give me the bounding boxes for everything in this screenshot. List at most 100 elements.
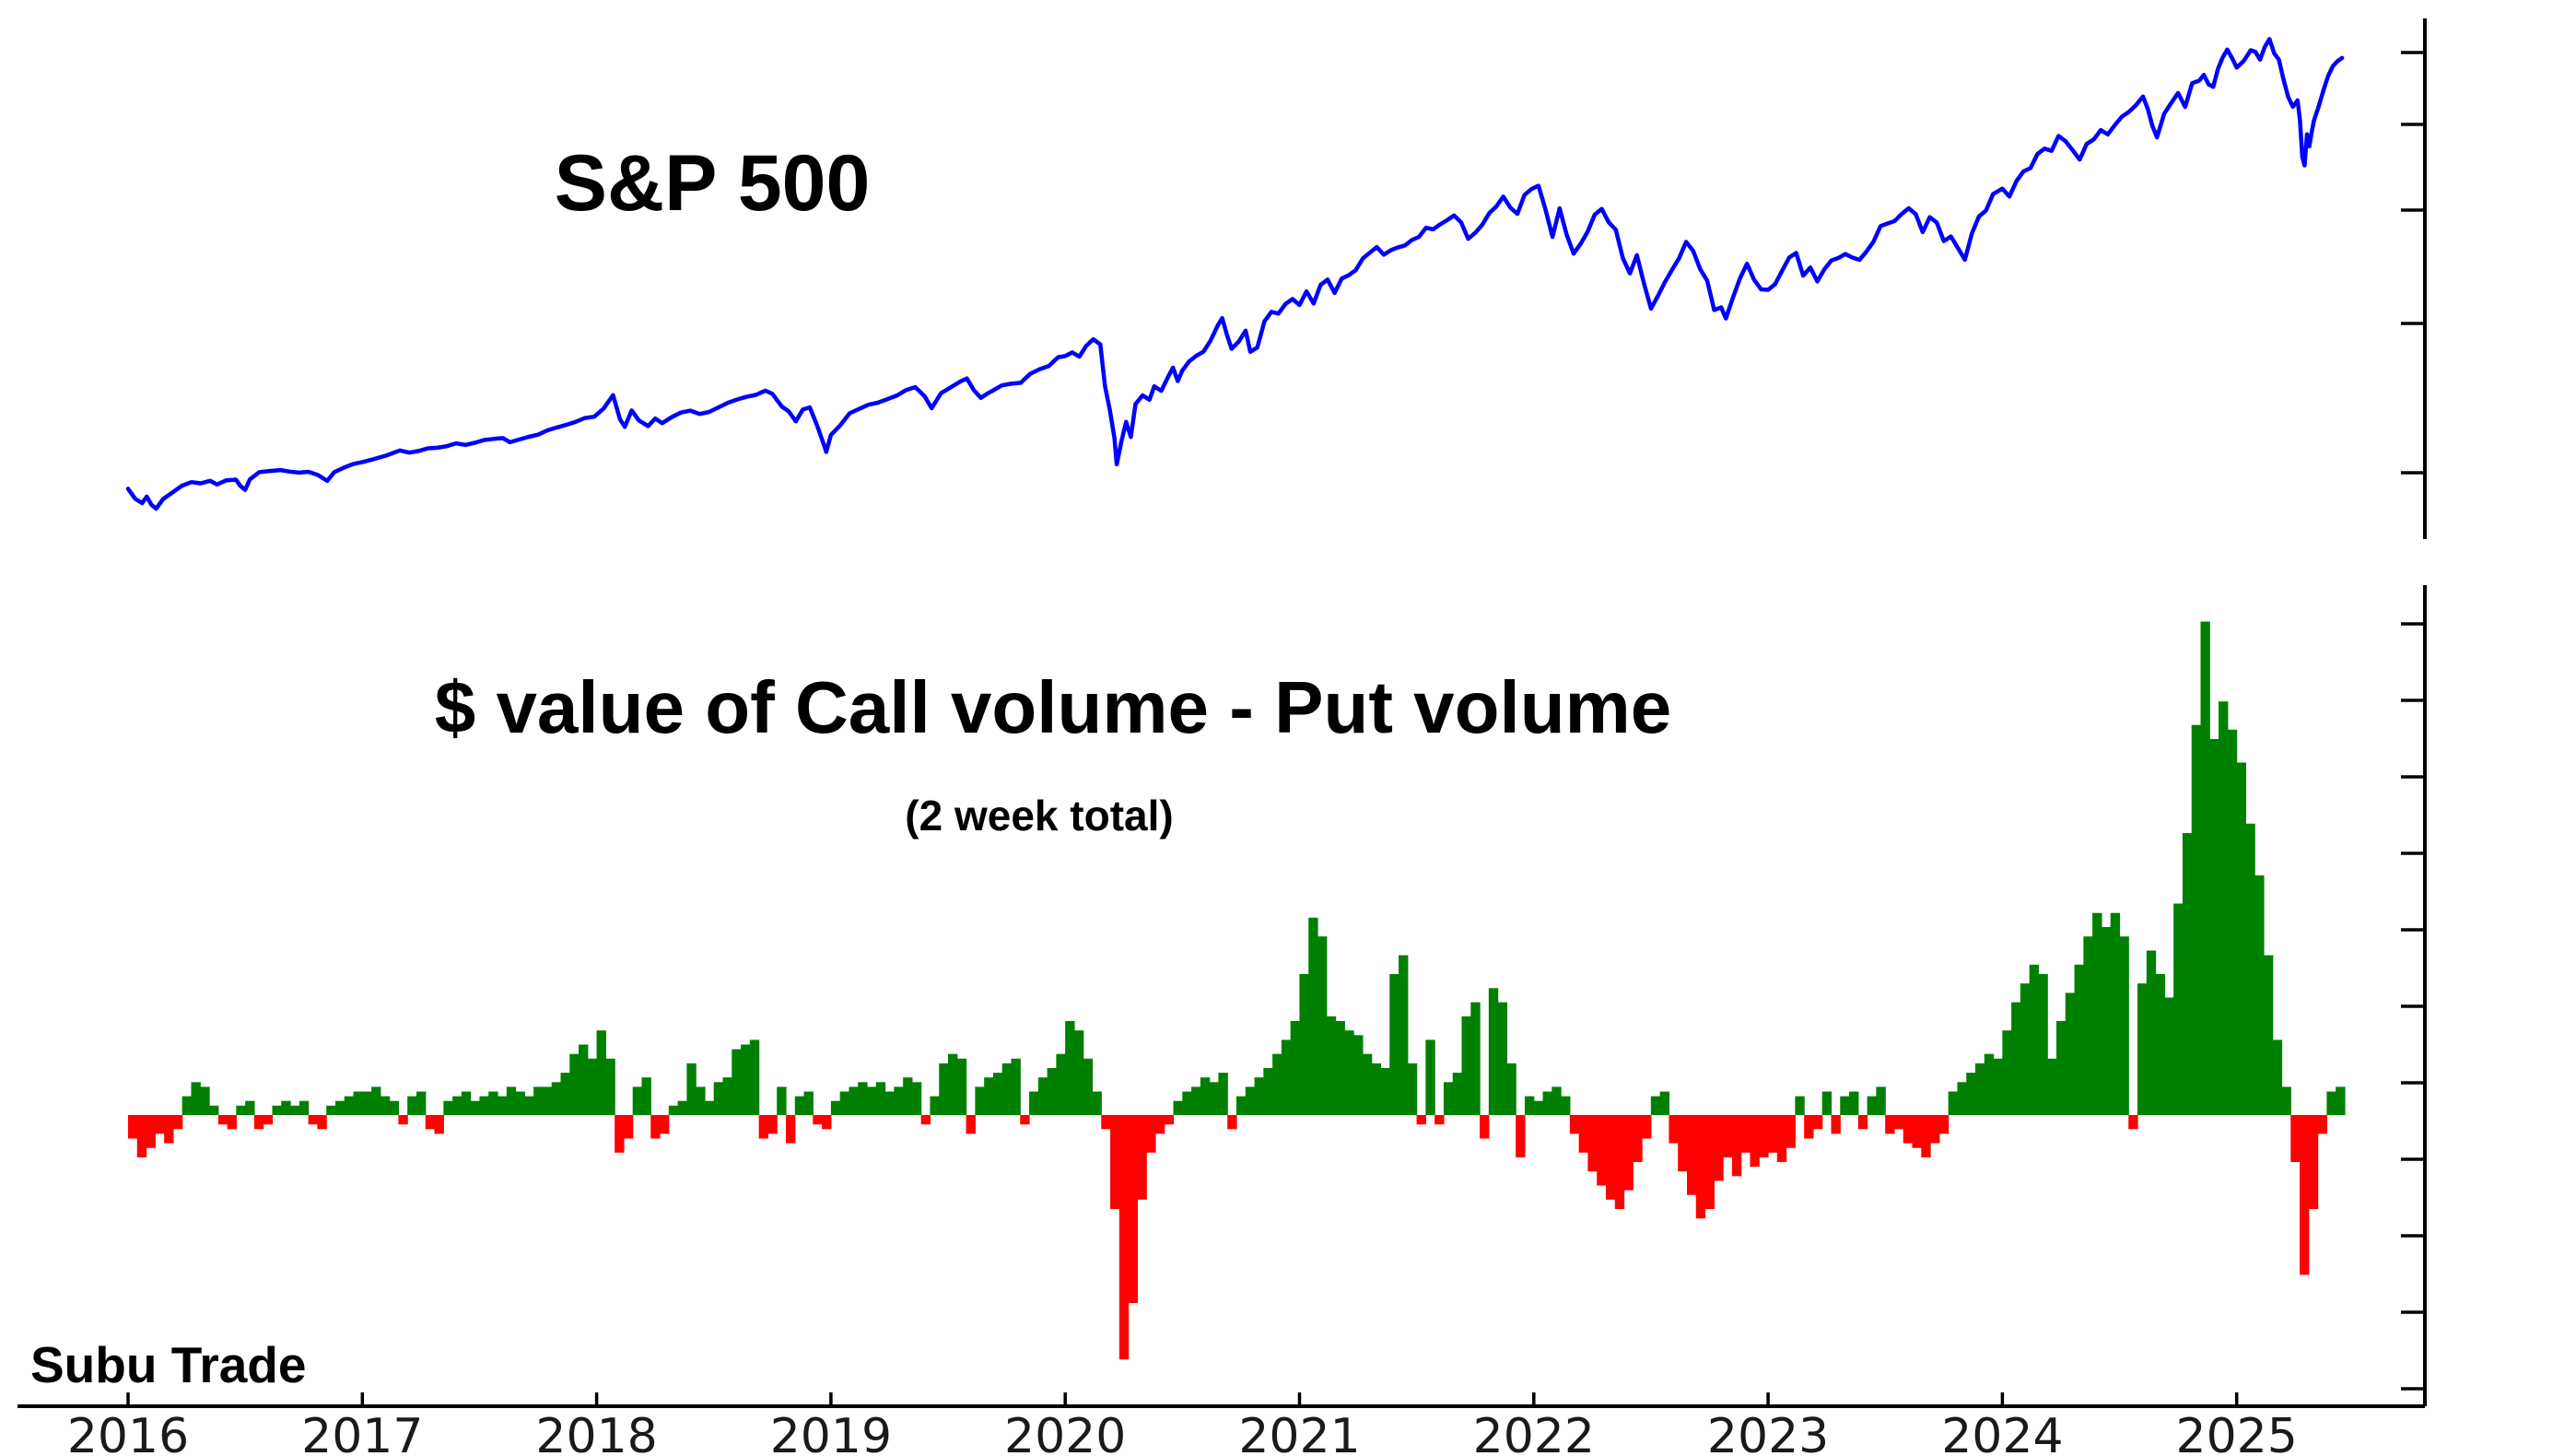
sp500-title: S&P 500 <box>555 139 871 228</box>
call-minus-put-bar-positive <box>334 1100 345 1115</box>
axes-and-ticks <box>18 18 2427 1408</box>
call-minus-put-bar-positive <box>1650 1096 1661 1115</box>
call-minus-put-bar-positive <box>2146 950 2157 1115</box>
x-axis-year-label: 2025 <box>2176 1409 2298 1456</box>
call-minus-put-bar-negative <box>1768 1115 1778 1153</box>
call-minus-put-bar-positive <box>181 1096 193 1115</box>
call-minus-put-bar-positive <box>1948 1091 1959 1115</box>
call-minus-put-bar-negative <box>920 1115 931 1125</box>
x-axis-year-label: 2023 <box>1707 1409 1829 1456</box>
call-minus-put-bar-positive <box>1966 1073 1976 1115</box>
call-minus-put-bar-positive <box>2263 955 2274 1115</box>
call-minus-put-bar-positive <box>1272 1053 1282 1115</box>
call-minus-put-bar-positive <box>1011 1058 1021 1115</box>
call-minus-put-bar-positive <box>1984 1053 1995 1115</box>
call-minus-put-bar-negative <box>1669 1115 1679 1144</box>
call-minus-put-bar-positive <box>1065 1021 1075 1115</box>
call-minus-put-bar-negative <box>1921 1115 1931 1157</box>
call-minus-put-bar-positive <box>1443 1082 1454 1115</box>
call-minus-put-bar-positive <box>2191 724 2202 1115</box>
call-minus-put-bar-positive <box>443 1100 453 1115</box>
call-minus-put-bar-positive <box>2137 983 2148 1115</box>
call-minus-put-bar-positive <box>2056 1021 2067 1115</box>
call-minus-put-bar-positive <box>579 1044 589 1115</box>
call-minus-put-bar-positive <box>1993 1058 2003 1115</box>
call-minus-put-bar-positive <box>2155 974 2165 1115</box>
call-minus-put-bar-negative <box>623 1115 634 1139</box>
call-minus-put-bar-positive <box>1497 1002 1507 1115</box>
x-axis-year-label: 2016 <box>67 1409 189 1456</box>
call-minus-put-bar-positive <box>1001 1063 1013 1115</box>
call-minus-put-bar-positive <box>560 1073 570 1115</box>
call-minus-put-bar-negative <box>1857 1115 1868 1130</box>
call-minus-put-bar-positive <box>488 1091 498 1115</box>
call-minus-put-bar-positive <box>389 1100 400 1115</box>
call-minus-put-bar-positive <box>344 1096 355 1115</box>
call-minus-put-bar-negative <box>227 1115 237 1130</box>
call-minus-put-bar-positive <box>903 1077 913 1115</box>
call-minus-put-bar-positive <box>858 1082 868 1115</box>
call-minus-put-bar-positive <box>741 1044 751 1115</box>
call-minus-put-bar-positive <box>1317 936 1328 1115</box>
call-minus-put-bar-positive <box>2173 903 2184 1115</box>
call-minus-put-bar-negative <box>1678 1115 1688 1172</box>
call-minus-put-bar-negative <box>1633 1115 1643 1162</box>
call-minus-put-bar-positive <box>2047 1058 2057 1115</box>
call-minus-put-bar-positive <box>2119 936 2129 1115</box>
call-minus-put-bar-positive <box>1092 1091 1102 1115</box>
call-minus-put-bar-negative <box>146 1115 156 1148</box>
call-minus-put-bar-positive <box>803 1091 814 1115</box>
sp500-line-series <box>125 37 2345 511</box>
call-minus-put-bar-positive <box>732 1049 742 1115</box>
call-minus-put-bar-positive <box>1470 1002 1481 1115</box>
call-minus-put-bar-positive <box>281 1100 291 1115</box>
call-minus-put-bar-positive <box>2236 762 2246 1115</box>
call-minus-put-bar-positive <box>1083 1058 1094 1115</box>
call-minus-put-bar-negative <box>1704 1115 1715 1209</box>
call-minus-put-bar-negative <box>263 1115 274 1125</box>
call-minus-put-bar-negative <box>813 1115 823 1125</box>
call-minus-put-bar-positive <box>2101 927 2112 1115</box>
x-axis-year-label: 2019 <box>770 1409 892 1456</box>
call-minus-put-bar-positive <box>1659 1091 1670 1115</box>
call-minus-put-bar-positive <box>362 1091 372 1115</box>
call-minus-put-bar-positive <box>1362 1053 1373 1115</box>
call-minus-put-bar-positive <box>939 1063 949 1115</box>
call-minus-put-bar-negative <box>1695 1115 1706 1219</box>
call-minus-put-bar-positive <box>353 1091 363 1115</box>
call-minus-put-bar-negative <box>1831 1115 1841 1134</box>
flow-title: $ value of Call volume - Put volume <box>435 666 1672 748</box>
call-minus-put-bar-positive <box>452 1096 463 1115</box>
call-minus-put-bar-positive <box>1974 1063 1985 1115</box>
x-axis-year-label: 2018 <box>535 1409 657 1456</box>
call-minus-put-bar-negative <box>1227 1115 1237 1130</box>
call-minus-put-bar-negative <box>2128 1115 2138 1130</box>
call-minus-put-bar-positive <box>686 1063 697 1115</box>
call-minus-put-bar-positive <box>1876 1086 1886 1115</box>
call-put-volume-bars <box>128 621 2346 1360</box>
call-minus-put-bar-negative <box>155 1115 165 1134</box>
call-minus-put-bar-positive <box>236 1105 246 1115</box>
call-minus-put-bar-positive <box>1182 1091 1192 1115</box>
call-minus-put-bar-positive <box>2029 964 2040 1115</box>
call-minus-put-bar-positive <box>191 1082 201 1115</box>
call-minus-put-bar-positive <box>1399 955 1409 1115</box>
x-axis-year-label: 2017 <box>301 1409 423 1456</box>
call-minus-put-bar-positive <box>1037 1077 1048 1115</box>
call-minus-put-bar-positive <box>677 1100 687 1115</box>
call-minus-put-bar-negative <box>1623 1115 1633 1191</box>
call-minus-put-bar-positive <box>2227 729 2238 1115</box>
call-minus-put-bar-negative <box>1750 1115 1760 1168</box>
call-minus-put-bar-negative <box>1569 1115 1580 1134</box>
call-minus-put-bar-positive <box>479 1096 489 1115</box>
call-minus-put-bar-negative <box>1642 1115 1652 1139</box>
call-minus-put-bar-positive <box>1056 1053 1066 1115</box>
call-minus-put-bar-positive <box>2182 833 2193 1115</box>
call-minus-put-bar-negative <box>1434 1115 1445 1125</box>
call-minus-put-bar-negative <box>767 1115 778 1134</box>
call-minus-put-bar-positive <box>1551 1086 1562 1115</box>
call-minus-put-bar-positive <box>1299 974 1309 1115</box>
call-minus-put-bar-positive <box>1047 1068 1057 1115</box>
call-minus-put-bar-positive <box>641 1077 651 1115</box>
call-minus-put-bar-positive <box>668 1105 679 1115</box>
